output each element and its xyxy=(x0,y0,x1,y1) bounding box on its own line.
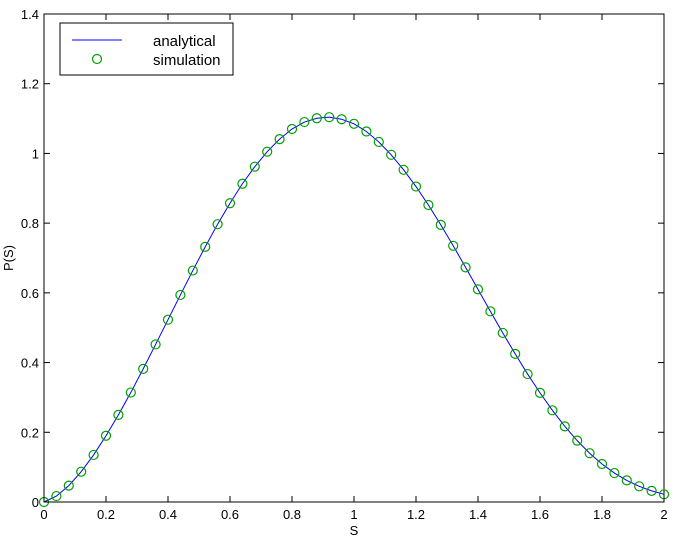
simulation-point xyxy=(497,327,508,339)
x-tick-label: 2 xyxy=(660,507,667,522)
simulation-point xyxy=(76,466,87,477)
simulation-point xyxy=(348,118,360,129)
y-axis: 0 0.2 0.4 0.6 0.8 1 1.2 1.4 xyxy=(21,7,664,510)
simulation-point xyxy=(150,339,161,350)
x-tick-label: 0 xyxy=(40,507,47,522)
simulation-point xyxy=(88,449,99,461)
series-analytical-line xyxy=(43,116,665,503)
simulation-point xyxy=(448,240,459,251)
x-tick-label: 1.6 xyxy=(531,507,549,522)
simulation-point xyxy=(249,161,260,172)
y-tick-label: 0.4 xyxy=(21,356,39,371)
simulation-point xyxy=(187,265,198,276)
simulation-point xyxy=(274,134,285,145)
simulation-point xyxy=(646,485,657,496)
simulation-point xyxy=(485,306,496,317)
simulation-point xyxy=(410,181,422,192)
legend-analytical-label: analytical xyxy=(153,33,216,50)
simulation-point xyxy=(559,421,570,432)
y-tick-label: 1.4 xyxy=(21,7,39,22)
simulation-point xyxy=(138,363,149,374)
legend-simulation-swatch xyxy=(91,53,103,65)
simulation-point xyxy=(212,219,223,230)
x-tick-label: 1.2 xyxy=(407,507,425,522)
y-tick-label: 0.2 xyxy=(21,425,39,440)
simulation-point xyxy=(460,262,471,273)
simulation-point xyxy=(299,116,310,128)
simulation-point xyxy=(286,123,298,135)
x-tick-label: 0.4 xyxy=(159,507,177,522)
simulation-point xyxy=(584,448,595,459)
marker-layer xyxy=(38,112,670,508)
x-tick-label: 0.8 xyxy=(283,507,301,522)
x-axis: 0 0.2 0.4 0.6 0.8 1 1.2 1.4 1.6 1.8 2 xyxy=(40,14,668,522)
simulation-point xyxy=(572,435,583,446)
simulation-point xyxy=(100,430,112,441)
simulation-point xyxy=(336,114,347,125)
simulation-point xyxy=(361,126,372,137)
y-tick-label: 0.6 xyxy=(21,286,39,301)
x-tick-label: 0.2 xyxy=(97,507,115,522)
simulation-point xyxy=(596,458,608,470)
simulation-point xyxy=(522,368,533,380)
x-tick-label: 0.6 xyxy=(221,507,239,522)
simulation-point xyxy=(398,164,409,175)
simulation-point xyxy=(547,405,558,416)
simulation-point xyxy=(51,490,62,502)
simulation-point xyxy=(200,241,211,252)
x-tick-label: 1 xyxy=(350,507,357,522)
y-tick-label: 0.8 xyxy=(21,216,39,231)
x-tick-label: 1.8 xyxy=(593,507,611,522)
simulation-point xyxy=(224,198,236,209)
curve-layer xyxy=(43,116,665,503)
simulation-point xyxy=(262,146,273,157)
simulation-point xyxy=(324,112,335,123)
y-tick-label: 0 xyxy=(32,495,39,510)
simulation-point xyxy=(634,481,645,492)
simulation-point xyxy=(125,387,136,398)
legend: analytical simulation xyxy=(59,22,234,76)
simulation-point xyxy=(510,348,521,359)
simulation-point xyxy=(162,314,174,325)
legend-box xyxy=(59,22,234,76)
simulation-point xyxy=(373,136,384,148)
y-tick-label: 1 xyxy=(32,146,39,161)
y-tick-label: 1.2 xyxy=(21,77,39,92)
simulation-point xyxy=(386,149,397,160)
y-axis-label: P(S) xyxy=(1,245,16,271)
simulation-point xyxy=(621,475,632,486)
simulation-point xyxy=(237,178,248,189)
simulation-point xyxy=(63,480,74,491)
legend-simulation-label: simulation xyxy=(153,52,221,69)
simulation-point xyxy=(435,219,446,230)
simulation-point xyxy=(534,387,546,398)
simulation-point xyxy=(609,467,620,479)
x-tick-label: 1.4 xyxy=(469,507,487,522)
simulation-point xyxy=(472,284,484,295)
simulation-point xyxy=(113,409,124,420)
simulation-point xyxy=(311,113,322,124)
plot-area xyxy=(43,13,665,503)
x-axis-label: S xyxy=(350,523,359,538)
simulation-point xyxy=(175,289,186,301)
simulation-point xyxy=(423,199,434,211)
